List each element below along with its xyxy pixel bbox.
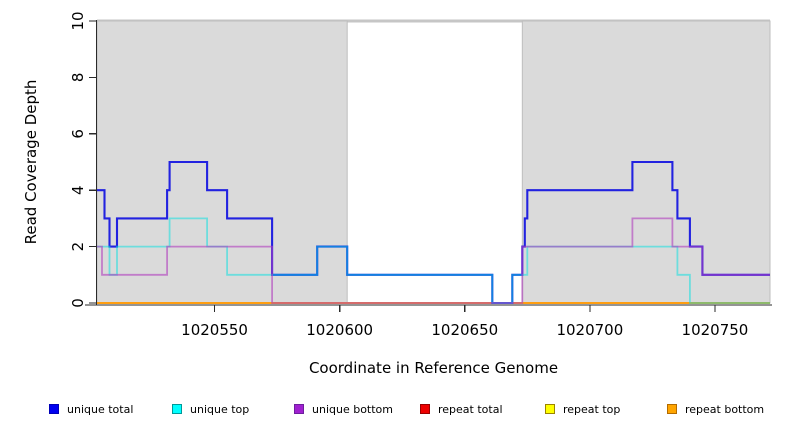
- legend-label: unique top: [190, 402, 250, 416]
- shaded-region: [96, 20, 348, 304]
- legend-swatch-unique-bottom: [294, 404, 304, 414]
- x-axis-title: Coordinate in Reference Genome: [308, 359, 559, 377]
- x-tick-label: 1020600: [306, 321, 373, 339]
- series-line-unique-top: [97, 217, 770, 304]
- x-tick-label: 1020550: [181, 321, 248, 339]
- y-tick-label: 2: [69, 242, 87, 252]
- chart-legend: unique total unique top unique bottom re…: [0, 400, 792, 420]
- x-tick-label: 1020750: [682, 321, 749, 339]
- legend-item-unique-top: unique top: [172, 400, 249, 418]
- series-line-unique-bottom: [97, 217, 770, 304]
- y-axis-title: Read Coverage Depth: [22, 80, 40, 245]
- shaded-band-top-line: [97, 19, 770, 23]
- y-tick-label: 10: [69, 11, 87, 30]
- legend-swatch-repeat-bottom: [667, 404, 677, 414]
- legend-label: unique bottom: [312, 402, 394, 416]
- y-tick-label: 6: [69, 129, 87, 139]
- y-tick-label: 8: [69, 73, 87, 83]
- legend-label: repeat top: [563, 402, 621, 416]
- legend-label: repeat total: [438, 402, 503, 416]
- legend-swatch-repeat-total: [420, 404, 430, 414]
- legend-item-repeat-top: repeat top: [545, 400, 620, 418]
- legend-swatch-unique-total: [49, 404, 59, 414]
- legend-label: repeat bottom: [685, 402, 765, 416]
- x-tick-label: 1020650: [431, 321, 498, 339]
- x-tick-label: 1020700: [556, 321, 623, 339]
- legend-item-unique-total: unique total: [49, 400, 133, 418]
- legend-swatch-repeat-top: [545, 404, 555, 414]
- y-tick-label: 0: [69, 298, 87, 308]
- legend-swatch-unique-top: [172, 404, 182, 414]
- legend-item-repeat-bottom: repeat bottom: [667, 400, 764, 418]
- legend-label: unique total: [67, 402, 134, 416]
- y-tick-label: 4: [69, 185, 87, 195]
- legend-item-repeat-total: repeat total: [420, 400, 503, 418]
- legend-item-unique-bottom: unique bottom: [294, 400, 393, 418]
